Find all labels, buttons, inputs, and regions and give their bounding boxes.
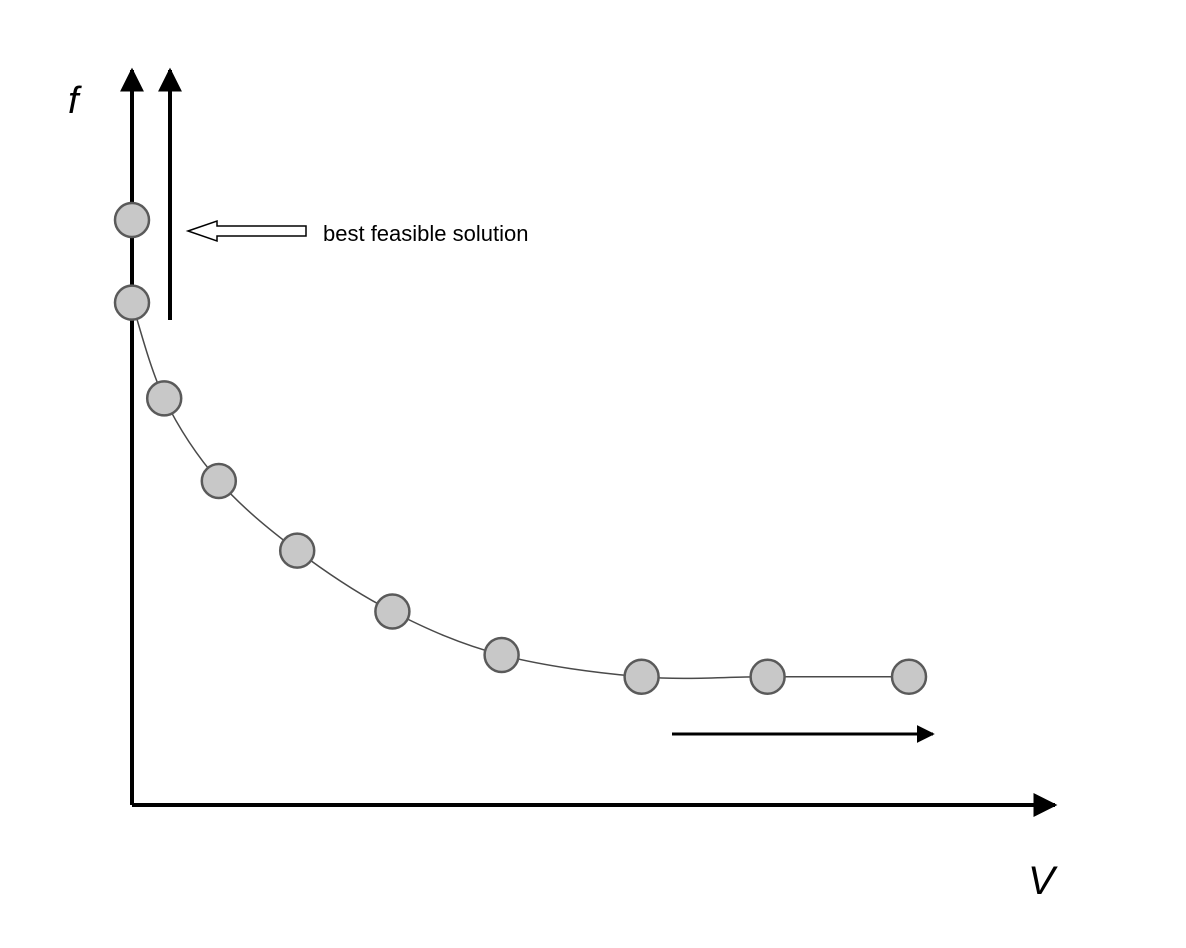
tradeoff-curve	[131, 302, 909, 680]
y-axis-label: f	[68, 80, 82, 122]
curve-node-6	[374, 593, 411, 630]
curve-node-1	[113, 201, 151, 239]
curve-node-10	[890, 658, 928, 695]
curve-node-7	[483, 636, 520, 674]
annotation-best-feasible-solution: best feasible solution	[323, 221, 528, 246]
annotation-hollow-arrow	[185, 219, 307, 243]
curve-node-8	[623, 658, 660, 695]
curve-node-4	[200, 462, 238, 500]
curve-node-2	[113, 284, 151, 321]
curve-node-3	[145, 380, 183, 417]
curve-node-9	[749, 658, 786, 695]
curve-nodes	[113, 201, 928, 695]
x-axis-label: V	[1028, 859, 1058, 903]
curve-node-5	[278, 532, 316, 569]
